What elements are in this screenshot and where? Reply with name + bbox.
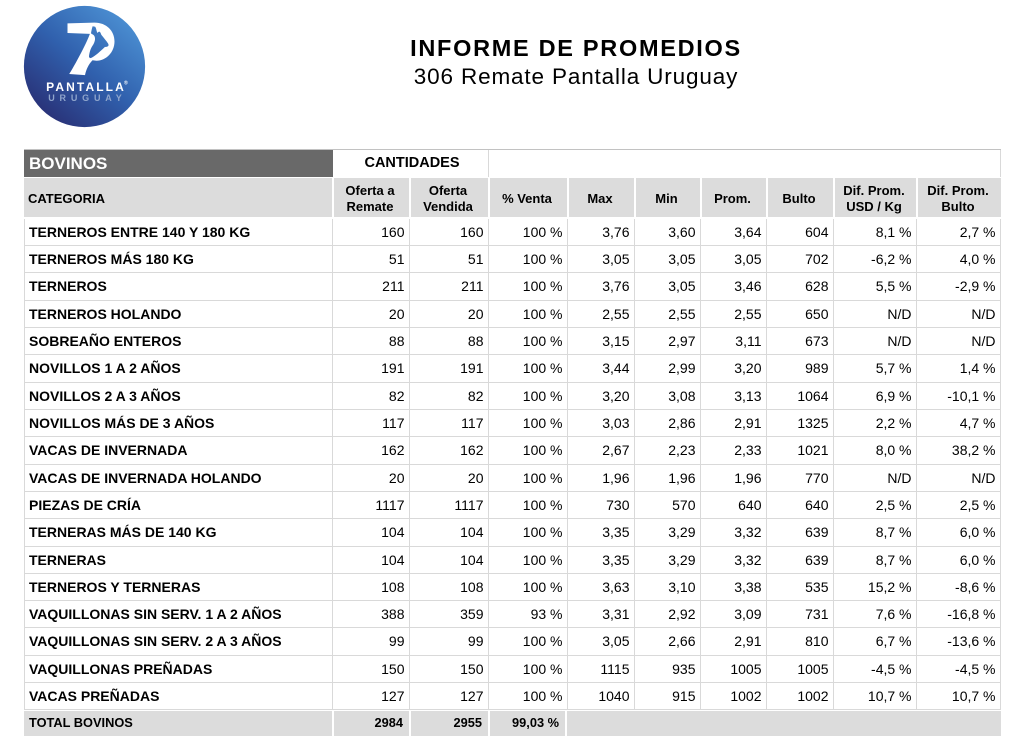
svg-text:PANTALLA: PANTALLA	[46, 80, 126, 94]
svg-text:URUGUAY: URUGUAY	[48, 92, 126, 102]
svg-text:®: ®	[124, 79, 128, 86]
